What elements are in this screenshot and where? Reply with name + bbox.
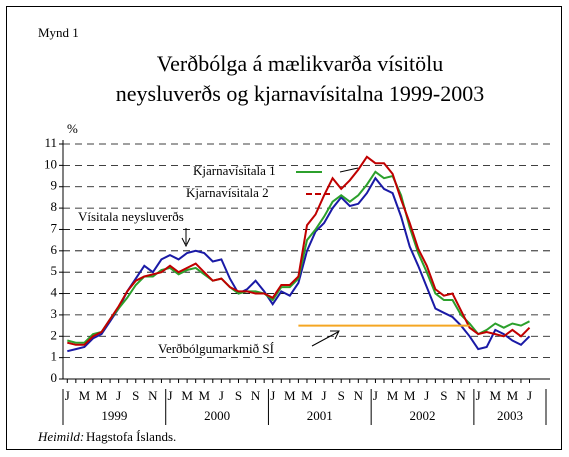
- x-tick-label: M: [96, 388, 108, 403]
- x-tick-label: J: [373, 388, 378, 403]
- x-tick-label: J: [424, 388, 429, 403]
- x-tick-label: J: [219, 388, 224, 403]
- x-tick-label: J: [270, 388, 275, 403]
- x-tick-label: J: [116, 388, 121, 403]
- x-tick-label: M: [507, 388, 519, 403]
- y-tick-label: 10: [44, 156, 57, 171]
- x-tick-label: M: [404, 388, 416, 403]
- x-tick-label: J: [527, 388, 532, 403]
- x-tick-label: M: [79, 388, 91, 403]
- x-tick-label: J: [476, 388, 481, 403]
- y-tick-label: 5: [51, 263, 58, 278]
- x-tick-label: N: [148, 388, 158, 403]
- y-tick-label: 6: [51, 242, 58, 257]
- frame: [6, 6, 562, 450]
- annotation: Kjarnavísitala 2: [186, 185, 269, 200]
- year-label: 2000: [204, 408, 230, 423]
- y-tick-label: 2: [51, 327, 58, 342]
- x-tick-label: S: [132, 388, 139, 403]
- x-tick-label: J: [65, 388, 70, 403]
- x-tick-label: J: [167, 388, 172, 403]
- x-tick-label: M: [198, 388, 210, 403]
- annotation: Kjarnavísitala 1: [193, 163, 276, 178]
- y-unit: %: [67, 121, 78, 136]
- x-tick-label: N: [251, 388, 261, 403]
- annotation: Vísitala neysluverðs: [78, 209, 184, 224]
- x-tick-label: M: [181, 388, 193, 403]
- x-tick-label: M: [284, 388, 296, 403]
- arrow: [181, 237, 191, 248]
- chart-title: Verðbólga á mælikvarða vísitölu: [157, 51, 444, 76]
- year-label: 2003: [497, 408, 523, 423]
- x-tick-label: N: [354, 388, 364, 403]
- chart-title: neysluverðs og kjarnavísitalna 1999-2003: [116, 81, 484, 106]
- y-tick-label: 3: [51, 306, 58, 321]
- source: Hagstofa Íslands.: [86, 429, 176, 444]
- arrow: [330, 330, 340, 340]
- x-tick-label: N: [456, 388, 466, 403]
- arrow: [311, 331, 339, 347]
- series-line: [67, 176, 531, 353]
- x-tick-label: J: [322, 388, 327, 403]
- y-tick-label: 4: [51, 285, 58, 300]
- annotation: Verðbólgumarkmið SÍ: [158, 341, 274, 356]
- arrow: [339, 167, 359, 173]
- source-label: Heimild:: [37, 429, 84, 444]
- y-tick-label: 7: [51, 220, 58, 235]
- x-tick-label: S: [338, 388, 345, 403]
- x-tick-label: S: [440, 388, 447, 403]
- series-line: [67, 155, 531, 346]
- year-label: 2001: [307, 408, 333, 423]
- figure-label: Mynd 1: [38, 25, 79, 40]
- x-tick-label: M: [387, 388, 399, 403]
- y-tick-label: 11: [44, 135, 57, 150]
- x-tick-label: M: [489, 388, 501, 403]
- year-label: 1999: [101, 408, 127, 423]
- y-tick-label: 9: [51, 178, 58, 193]
- y-tick-label: 1: [51, 349, 58, 364]
- y-tick-label: 8: [51, 199, 58, 214]
- x-tick-label: S: [235, 388, 242, 403]
- x-tick-label: M: [301, 388, 313, 403]
- y-tick-label: 0: [51, 370, 58, 385]
- year-label: 2002: [410, 408, 436, 423]
